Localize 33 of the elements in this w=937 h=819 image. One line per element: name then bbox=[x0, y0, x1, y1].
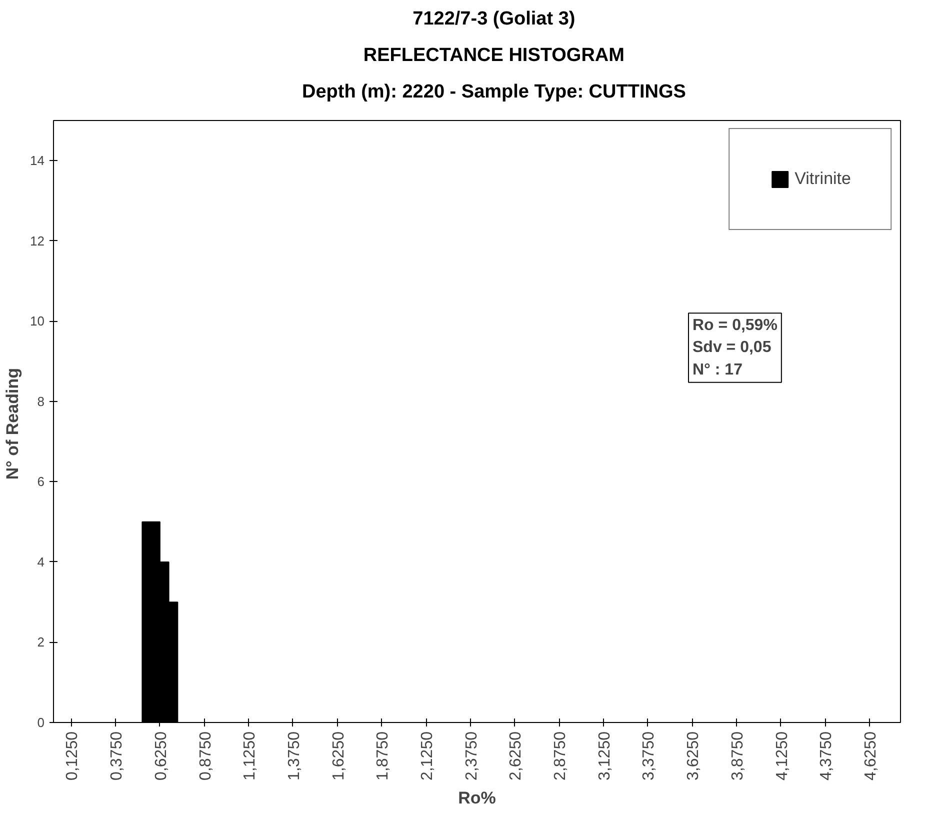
y-tick-label: 8 bbox=[37, 394, 45, 409]
x-tick-label: 4,6250 bbox=[862, 731, 880, 780]
x-tick-label: 2,3750 bbox=[463, 731, 480, 780]
x-tick-label: 2,8750 bbox=[552, 731, 570, 780]
y-tick-label: 10 bbox=[30, 314, 45, 329]
x-axis-title: Ro% bbox=[458, 788, 496, 808]
y-tick-label: 2 bbox=[37, 634, 45, 650]
x-tick-label: 4,3750 bbox=[818, 731, 836, 780]
x-tick-label: 4,1250 bbox=[774, 731, 791, 780]
x-tick-label: 2,1250 bbox=[419, 731, 436, 780]
chart-title: 7122/7-3 (Goliat 3) bbox=[412, 8, 576, 30]
annotation: Ro = 0,59% Sdv = 0,05 N° : 17 bbox=[692, 317, 778, 378]
y-tick-label: 14 bbox=[30, 153, 45, 168]
x-tick-label: 0,3750 bbox=[108, 731, 126, 780]
y-tick-label: 0 bbox=[37, 715, 45, 730]
x-tick-label: 1,8750 bbox=[374, 731, 392, 780]
x-tick-label: 1,6250 bbox=[330, 731, 348, 780]
x-tick-label: 1,3750 bbox=[286, 731, 303, 780]
chart-subtitle: REFLECTANCE HISTOGRAM Depth (m): 2220 - Sample Type: CUTTINGS bbox=[302, 45, 686, 103]
x-tick-label: 0,6250 bbox=[152, 731, 170, 780]
x-tick-label: 1,1250 bbox=[242, 731, 259, 780]
x-tick-label: 0,1250 bbox=[64, 731, 82, 780]
x-tick-label: 2,6250 bbox=[508, 731, 525, 780]
y-tick-label: 4 bbox=[37, 554, 45, 570]
y-tick-label: 6 bbox=[37, 474, 45, 490]
x-tick-label: 0,8750 bbox=[197, 731, 214, 780]
y-axis-title: N° of Reading bbox=[3, 368, 22, 480]
y-tick-label: 12 bbox=[30, 233, 45, 248]
x-tick-label: 3,8750 bbox=[729, 731, 746, 780]
x-tick-label: 3,1250 bbox=[596, 731, 614, 780]
x-tick-label: 3,3750 bbox=[640, 731, 658, 780]
legend-label: Vitrinite bbox=[794, 169, 851, 189]
x-tick-label: 3,6250 bbox=[685, 731, 702, 780]
